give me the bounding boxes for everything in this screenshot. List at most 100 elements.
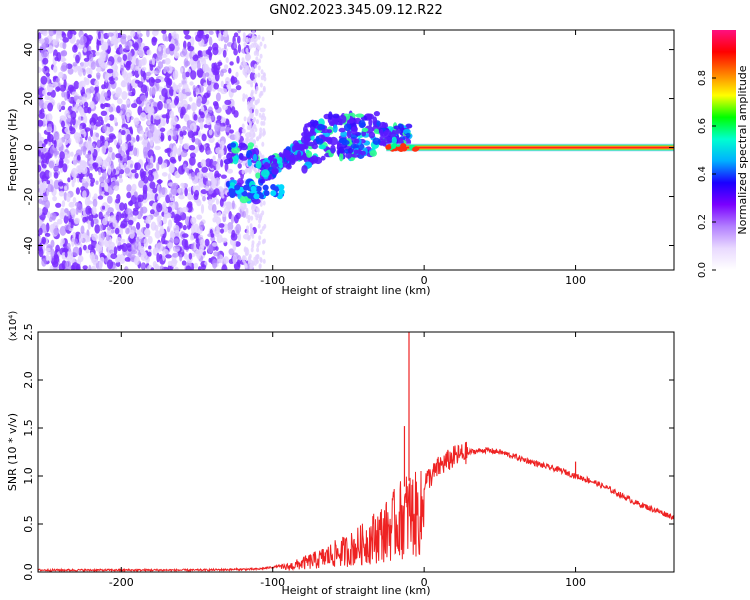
- heatmap-blob: [330, 144, 336, 154]
- top-y-ticks: -40 -20 0 20 40: [22, 43, 674, 254]
- heatmap-speckle: [107, 195, 113, 204]
- heatmap-speckle: [149, 136, 154, 147]
- heatmap-speckle: [100, 62, 108, 69]
- heatmap-speckle: [247, 104, 251, 110]
- heatmap-speckle: [143, 237, 148, 248]
- heatmap-speckle: [77, 115, 82, 124]
- heatmap-speckle: [256, 253, 259, 259]
- heatmap-speckle: [235, 71, 239, 78]
- heatmap-speckle: [38, 164, 42, 173]
- heatmap-speckle: [259, 82, 263, 88]
- heatmap-speckle: [196, 60, 201, 71]
- heatmap-speckle: [92, 198, 98, 208]
- heatmap-speckle: [78, 81, 83, 91]
- heatmap-speckle: [126, 60, 132, 66]
- heatmap-speckle: [201, 264, 207, 270]
- heatmap-speckle: [92, 218, 99, 225]
- heatmap-speckle: [118, 178, 123, 183]
- heatmap-speckle: [66, 192, 71, 203]
- heatmap-speckle: [254, 73, 258, 79]
- heatmap-speckle: [251, 33, 255, 39]
- heatmap-speckle: [192, 85, 196, 92]
- heatmap-speckle: [94, 121, 102, 127]
- heatmap-speckle: [146, 49, 152, 56]
- heatmap-speckle: [251, 66, 255, 72]
- heatmap-speckle: [157, 156, 163, 165]
- heatmap-speckle: [56, 102, 62, 111]
- heatmap-speckle: [114, 227, 120, 235]
- heatmap-speckle: [224, 162, 229, 172]
- heatmap-speckle: [237, 43, 241, 54]
- heatmap-speckle: [215, 92, 221, 102]
- heatmap-speckle: [134, 162, 141, 171]
- heatmap-speckle: [260, 120, 264, 126]
- heatmap-speckle: [115, 153, 122, 159]
- heatmap-speckle: [53, 166, 60, 171]
- heatmap-speckle: [219, 198, 224, 207]
- bottom-x-axis-label: Height of straight line (km): [281, 584, 430, 597]
- heatmap-speckle: [168, 32, 172, 43]
- heatmap-speckle: [190, 171, 196, 181]
- heatmap-speckle: [38, 227, 43, 236]
- heatmap-speckle: [58, 263, 65, 270]
- heatmap-speckle: [154, 78, 162, 83]
- heatmap-speckle: [60, 50, 68, 57]
- heatmap-speckle: [80, 61, 86, 71]
- heatmap-speckle: [228, 248, 235, 256]
- heatmap-blob: [372, 116, 378, 125]
- heatmap-speckle: [262, 85, 266, 91]
- heatmap-speckle: [83, 233, 87, 238]
- heatmap-speckle: [39, 171, 46, 180]
- heatmap-speckle: [208, 128, 213, 136]
- heatmap-speckle: [212, 258, 218, 269]
- heatmap-speckle: [120, 35, 127, 45]
- heatmap-speckle: [105, 234, 110, 241]
- heatmap-blob: [247, 142, 255, 148]
- heatmap-speckle: [52, 214, 56, 221]
- heatmap-speckle: [190, 36, 195, 47]
- heatmap-speckle: [72, 246, 80, 257]
- heatmap-speckle: [229, 129, 235, 134]
- heatmap-speckle: [126, 112, 130, 123]
- colorbar-tick-label: 0.8: [697, 70, 708, 86]
- heatmap-speckle: [55, 86, 61, 92]
- heatmap-speckle: [61, 62, 68, 71]
- heatmap-speckle: [61, 105, 66, 111]
- bottom-x-tick-label: -100: [260, 576, 285, 589]
- heatmap-speckle: [70, 208, 75, 214]
- heatmap-speckle: [179, 253, 183, 262]
- heatmap-speckle: [251, 126, 255, 132]
- heatmap-speckle: [61, 32, 67, 39]
- heatmap-speckle: [251, 209, 255, 215]
- heatmap-speckle: [162, 216, 167, 225]
- heatmap-speckle: [203, 30, 210, 34]
- heatmap-speckle: [90, 103, 95, 110]
- heatmap-speckle: [125, 227, 130, 235]
- heatmap-speckle: [180, 96, 184, 105]
- heatmap-speckle: [97, 195, 104, 200]
- heatmap-speckle: [218, 32, 222, 42]
- heatmap-speckle: [171, 115, 178, 126]
- heatmap-speckle: [73, 95, 80, 100]
- heatmap-speckle: [164, 57, 171, 65]
- heatmap-speckle: [151, 87, 156, 97]
- heatmap-speckle: [44, 119, 48, 125]
- heatmap-speckle: [254, 89, 258, 95]
- heatmap-speckle: [100, 38, 105, 46]
- heatmap-speckle: [242, 96, 246, 102]
- heatmap-speckle: [115, 257, 120, 263]
- heatmap-blob: [390, 144, 397, 149]
- heatmap-speckle: [133, 117, 140, 125]
- heatmap-speckle: [52, 81, 59, 88]
- heatmap-speckle: [39, 109, 43, 115]
- heatmap-speckle: [203, 172, 210, 179]
- heatmap-speckle: [144, 228, 151, 238]
- heatmap-speckle: [253, 256, 257, 262]
- heatmap-speckle: [96, 139, 101, 148]
- heatmap-speckle: [197, 50, 203, 59]
- heatmap-speckle: [109, 80, 115, 85]
- heatmap-speckle: [215, 198, 220, 205]
- heatmap-speckle: [214, 173, 222, 178]
- top-y-tick-label: 0: [22, 144, 35, 151]
- heatmap-speckle: [223, 43, 227, 50]
